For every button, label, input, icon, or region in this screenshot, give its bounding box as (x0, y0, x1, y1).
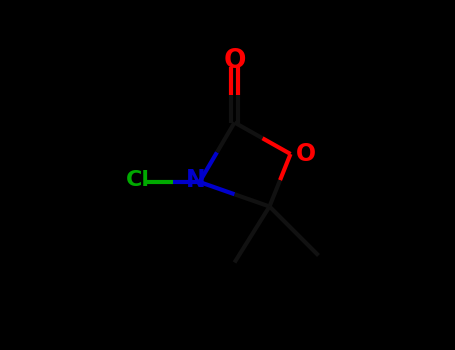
Text: O: O (223, 48, 246, 74)
Text: Cl: Cl (126, 170, 150, 190)
Text: O: O (296, 142, 316, 166)
Text: N: N (186, 168, 206, 192)
